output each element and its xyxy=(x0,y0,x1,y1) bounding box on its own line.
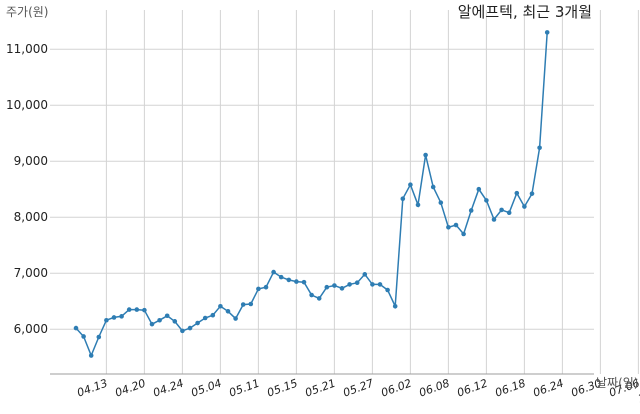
data-point xyxy=(529,191,535,196)
data-points xyxy=(73,30,550,358)
data-point xyxy=(134,307,140,312)
data-point xyxy=(476,186,482,192)
data-point xyxy=(233,316,238,321)
data-point xyxy=(514,190,520,196)
data-point xyxy=(453,222,459,228)
x-tick-label: 05.21 xyxy=(303,377,337,400)
data-point xyxy=(202,315,208,321)
data-point xyxy=(392,303,398,309)
y-axis-label: 주가(원) xyxy=(6,5,48,19)
data-point xyxy=(195,320,200,326)
x-tick-label: 05.27 xyxy=(341,377,375,400)
x-tick-label: 05.11 xyxy=(227,377,261,400)
x-tick-label: 06.02 xyxy=(379,377,413,400)
data-point xyxy=(111,315,117,320)
data-point xyxy=(377,282,383,287)
data-point xyxy=(385,287,390,293)
data-point xyxy=(240,302,246,307)
data-point xyxy=(537,145,542,151)
data-point xyxy=(119,314,124,319)
x-tick-label: 06.12 xyxy=(455,377,489,400)
x-tick-label: 04.24 xyxy=(151,377,185,400)
x-axis-label: 날짜(일) xyxy=(596,376,638,390)
data-point xyxy=(301,279,307,285)
data-point xyxy=(142,307,147,313)
data-point xyxy=(506,210,512,216)
data-point xyxy=(286,277,292,283)
y-tick-label: 7,000 xyxy=(14,266,48,280)
data-point xyxy=(126,307,132,312)
x-tick-label: 06.24 xyxy=(531,377,565,400)
data-point xyxy=(172,319,178,324)
x-tick-label: 06.18 xyxy=(493,377,527,400)
data-point xyxy=(180,328,185,334)
data-point xyxy=(461,231,466,237)
data-point xyxy=(263,284,269,290)
x-tick-label: 06.08 xyxy=(417,377,451,400)
grid xyxy=(50,10,639,374)
data-point xyxy=(408,182,413,188)
data-point xyxy=(149,321,155,327)
x-tick-label: 04.13 xyxy=(75,377,109,400)
data-point xyxy=(339,286,345,291)
data-point xyxy=(415,202,421,208)
data-point xyxy=(218,303,223,309)
data-point xyxy=(225,308,231,314)
x-tick-label: 05.04 xyxy=(189,377,223,400)
y-tick-label: 9,000 xyxy=(14,154,48,168)
data-point xyxy=(210,312,216,318)
data-point xyxy=(256,286,261,292)
data-point xyxy=(248,301,254,307)
data-point xyxy=(73,325,79,331)
data-point xyxy=(278,274,284,280)
x-tick-label: 04.20 xyxy=(113,377,147,400)
y-tick-label: 10,000 xyxy=(6,98,48,112)
chart-title: 알에프텍, 최근 3개월 xyxy=(458,3,592,21)
data-point xyxy=(499,207,504,213)
y-tick-label: 11,000 xyxy=(6,42,48,56)
series-line xyxy=(75,32,548,358)
data-point xyxy=(484,198,489,203)
data-point xyxy=(446,224,451,230)
data-point xyxy=(164,313,170,319)
data-point xyxy=(522,204,527,209)
y-tick-label: 6,000 xyxy=(14,322,48,336)
data-point xyxy=(370,282,375,287)
data-point xyxy=(354,280,360,286)
data-point xyxy=(316,296,322,301)
data-point xyxy=(423,152,428,158)
data-point xyxy=(157,317,162,323)
data-point xyxy=(438,200,444,205)
data-point xyxy=(468,208,474,213)
data-point xyxy=(347,282,352,287)
x-axis-ticks: 04.13 04.20 04.24 05.04 05.11 05.15 05.21 05.27… xyxy=(75,377,640,406)
y-tick-label: 8,000 xyxy=(14,210,48,224)
data-point xyxy=(96,334,102,340)
data-point xyxy=(430,184,436,190)
data-point xyxy=(309,292,314,298)
data-point xyxy=(271,269,276,275)
data-point xyxy=(400,196,406,202)
data-point xyxy=(491,217,497,222)
data-point xyxy=(544,30,550,35)
data-point xyxy=(81,334,86,339)
data-point xyxy=(332,283,337,288)
y-axis-ticks: 6,000 7,000 8,000 9,000 10,000 11,000 xyxy=(6,42,48,336)
data-point xyxy=(88,353,94,358)
data-point xyxy=(187,325,193,331)
data-point xyxy=(294,279,299,284)
data-point xyxy=(362,272,368,277)
data-point xyxy=(104,317,109,323)
data-point xyxy=(324,284,330,290)
x-tick-label: 05.15 xyxy=(265,377,299,400)
